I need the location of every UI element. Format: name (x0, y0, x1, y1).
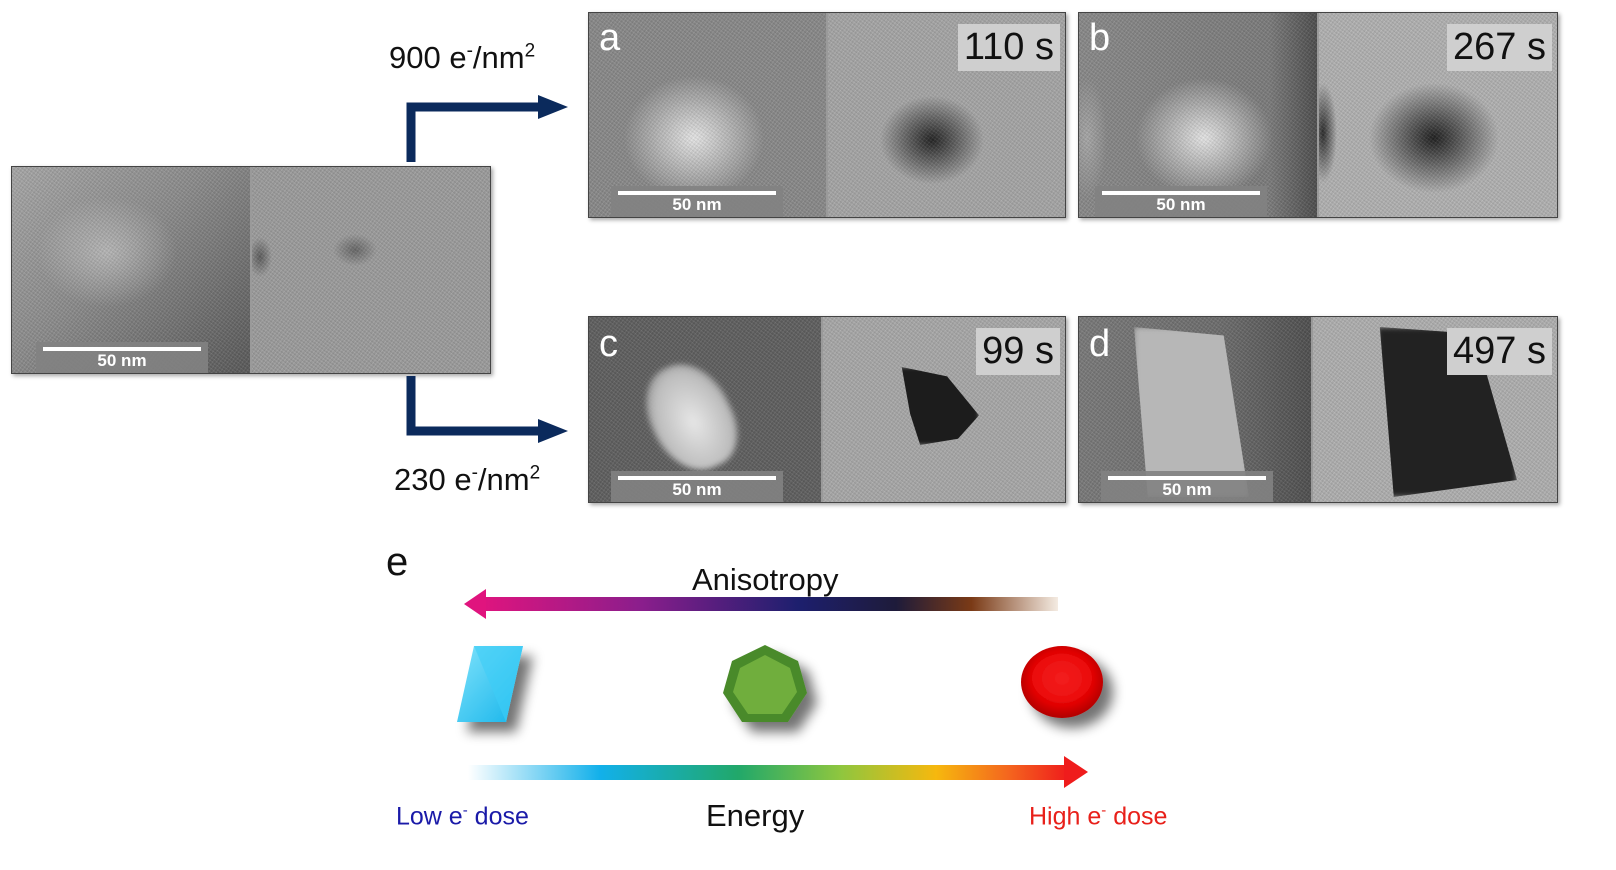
panel-d: d 497 s 50 nm (1078, 316, 1558, 503)
energy-label: Energy (706, 798, 805, 833)
scale-bar: 50 nm (36, 342, 208, 373)
panel-letter-e: e (386, 540, 409, 584)
panel-b: b 267 s 50 nm (1078, 12, 1558, 218)
scale-bar: 50 nm (611, 471, 783, 502)
scale-bar: 50 nm (611, 186, 783, 217)
panel-d-time: 497 s (1447, 328, 1552, 375)
arrow-down-head (538, 419, 568, 443)
panel-letter-a: a (599, 17, 621, 59)
anisotropy-arrow-shaft (480, 597, 1058, 611)
arrow-up-branch (406, 102, 540, 162)
initial-panel: 50 nm (11, 166, 491, 374)
energy-arrow-shaft (468, 765, 1068, 780)
panel-c: c 99 s 50 nm (588, 316, 1066, 503)
green-heptagon-shape (723, 645, 807, 722)
red-ellipse-shape (1021, 646, 1103, 718)
particle-c-bright (631, 350, 751, 484)
high-dose-label: High e- dose (1029, 802, 1168, 831)
cyan-parallelogram-shape (457, 646, 523, 722)
anisotropy-arrow-head (464, 589, 486, 619)
particle-c-dark (901, 367, 979, 445)
panel-b-time: 267 s (1447, 24, 1552, 71)
panel-letter-b: b (1089, 17, 1111, 59)
arrow-down-branch (406, 376, 540, 436)
scale-bar: 50 nm (1101, 471, 1273, 502)
panel-a-time: 110 s (957, 24, 1060, 71)
initial-bf-image (252, 167, 490, 373)
anisotropy-label: Anisotropy (692, 562, 839, 597)
energy-arrow-head (1064, 756, 1088, 788)
low-dose-label: Low e- dose (396, 802, 529, 831)
scale-bar: 50 nm (1095, 186, 1267, 217)
panel-c-time: 99 s (976, 328, 1060, 375)
dose-low-label: 230 e-/nm2 (394, 462, 541, 497)
arrow-up-head (538, 95, 568, 119)
panel-letter-c: c (599, 323, 618, 365)
dose-high-label: 900 e-/nm2 (389, 40, 536, 75)
panel-letter-d: d (1089, 323, 1111, 365)
panel-a: a 110 s 50 nm (588, 12, 1066, 218)
